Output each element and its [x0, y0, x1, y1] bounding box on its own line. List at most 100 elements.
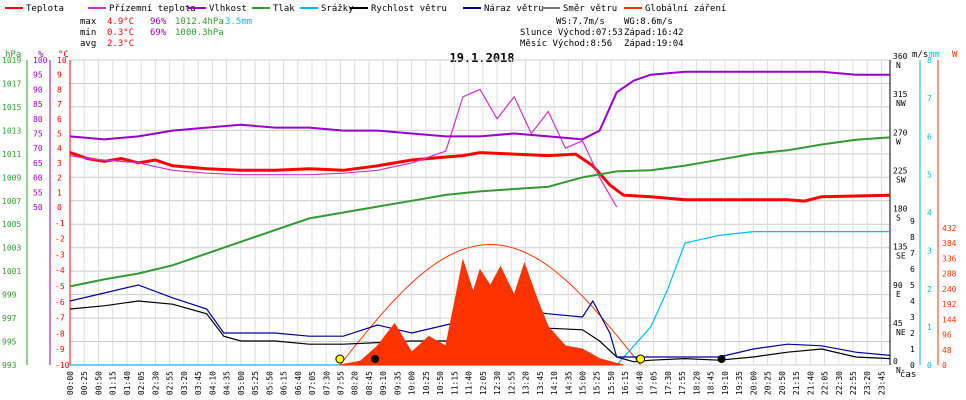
- time-tick-label: 05:50: [265, 371, 274, 395]
- legend-label: Směr větru: [563, 4, 617, 14]
- time-tick-label: 10:25: [422, 371, 431, 395]
- pct-tick-label: 65: [33, 159, 43, 168]
- temp-tick-label: 7: [57, 100, 62, 109]
- direction-tick-label: W: [896, 137, 901, 146]
- chart-axes: 00:00 00:25 00:50 01:15 01:40 02:05 02:30 02:55…: [2, 50, 958, 395]
- pct-axis-title: %: [38, 50, 44, 60]
- time-tick-label: 10:00: [408, 371, 417, 395]
- temp-tick-label: -2: [55, 235, 65, 244]
- ms-tick-label: 3: [910, 313, 915, 322]
- temp-axis-title: °C: [58, 50, 69, 60]
- mm-tick-label: 3: [927, 247, 932, 256]
- time-tick-label: 00:25: [80, 371, 89, 395]
- time-tick-label: 05:25: [251, 371, 260, 395]
- stats-label: min: [80, 28, 96, 38]
- w-tick-label: 192: [942, 300, 957, 309]
- time-tick-label: 16:40: [635, 371, 644, 395]
- time-tick-label: 09:10: [379, 371, 388, 395]
- mm-tick-label: 4: [927, 209, 932, 218]
- hpa-tick-label: 1003: [2, 244, 21, 253]
- time-tick-label: 15:25: [593, 371, 602, 395]
- w-axis-title: W: [952, 50, 958, 60]
- direction-tick-value: 360: [893, 52, 908, 61]
- pct-tick-label: 50: [33, 203, 43, 212]
- temp-tick-label: -8: [55, 329, 65, 338]
- temp-tick-label: 1: [57, 188, 62, 197]
- direction-tick-label: E: [896, 290, 901, 299]
- legend-label: Rychlost větru: [371, 4, 447, 14]
- hpa-tick-label: 1007: [2, 197, 21, 206]
- legend-label: Globální záření: [645, 4, 726, 14]
- w-tick-label: 384: [942, 239, 957, 248]
- mm-tick-label: 0: [927, 361, 932, 370]
- temp-tick-label: 4: [57, 144, 62, 153]
- hpa-tick-label: 1017: [2, 79, 21, 88]
- time-tick-label: 23:20: [863, 371, 872, 395]
- stats-temp: 4.9°C: [107, 17, 134, 27]
- mm-tick-label: 8: [927, 56, 932, 65]
- mm-tick-label: 2: [927, 285, 932, 294]
- legend-label: Srážky: [321, 4, 354, 14]
- stats-temp: 2.3°C: [107, 39, 134, 49]
- temp-tick-label: -3: [55, 250, 65, 259]
- temp-tick-label: -10: [55, 361, 70, 370]
- hpa-tick-label: 995: [2, 338, 17, 347]
- stats-label: max: [80, 17, 97, 27]
- temp-tick-label: 6: [57, 115, 62, 124]
- direction-tick-value: 45: [893, 319, 903, 328]
- time-tick-label: 18:45: [707, 371, 716, 395]
- time-tick-label: 19:10: [721, 371, 730, 395]
- chart-title: 19.1.2018: [449, 51, 514, 65]
- temp-tick-label: 9: [57, 71, 62, 80]
- time-tick-label: 05:00: [237, 371, 246, 395]
- time-tick-label: 01:15: [109, 371, 118, 395]
- pct-tick-label: 95: [33, 71, 43, 80]
- time-tick-label: 20:00: [749, 371, 758, 395]
- w-tick-label: 96: [942, 331, 952, 340]
- time-tick-label: 11:40: [465, 371, 474, 395]
- stats-sunrise: Slunce Východ:07:53: [520, 28, 623, 38]
- stats-ws: WS:7.7m/s: [556, 17, 605, 27]
- ms-tick-label: 7: [910, 249, 915, 258]
- ms-tick-label: 4: [910, 297, 915, 306]
- mm-tick-label: 7: [927, 94, 932, 103]
- w-tick-label: 48: [942, 346, 952, 355]
- stats-moonrise: Měsíc Východ:8:56: [520, 39, 612, 49]
- stats-temp: 0.3°C: [107, 28, 134, 38]
- temp-tick-label: -9: [55, 345, 65, 354]
- series-glob-ln-z-en-: [339, 258, 624, 366]
- w-tick-label: 0: [942, 361, 947, 370]
- mm-axis-title: mm: [929, 50, 940, 60]
- hpa-tick-label: 1005: [2, 220, 21, 229]
- hpa-tick-label: 999: [2, 291, 17, 300]
- pct-tick-label: 80: [33, 115, 43, 124]
- temp-tick-label: 2: [57, 174, 62, 183]
- stats-rain: 3.5mm: [225, 17, 252, 27]
- direction-tick-label: NW: [896, 99, 906, 108]
- temp-tick-label: -7: [55, 314, 65, 323]
- time-tick-label: 14:10: [550, 371, 559, 395]
- time-tick-label: 19:35: [735, 371, 744, 395]
- series-teplota: [69, 151, 891, 203]
- time-tick-label: 14:35: [564, 371, 573, 395]
- series-tlak: [69, 136, 891, 288]
- ms-tick-label: 1: [910, 345, 915, 354]
- legend-label: Přízemní teplota: [109, 4, 196, 14]
- pct-tick-label: 85: [33, 100, 43, 109]
- time-tick-label: 17:30: [664, 371, 673, 395]
- time-tick-label: 15:50: [607, 371, 616, 395]
- w-tick-label: 336: [942, 254, 957, 263]
- sun-marker: [335, 354, 345, 364]
- series-p-zemn-teplota: [69, 88, 618, 208]
- pct-tick-label: 90: [33, 85, 43, 94]
- direction-tick-value: 270: [893, 128, 908, 137]
- stats-sunset: Západ:16:42: [624, 28, 684, 38]
- mm-tick-label: 5: [927, 170, 932, 179]
- time-tick-label: 08:45: [365, 371, 374, 395]
- temp-tick-label: -5: [55, 282, 65, 291]
- time-tick-label: 02:30: [151, 371, 160, 395]
- pct-tick-label: 55: [33, 188, 43, 197]
- stats-label: avg: [80, 39, 96, 49]
- temp-tick-label: -1: [55, 219, 65, 228]
- time-tick-label: 01:40: [123, 371, 132, 395]
